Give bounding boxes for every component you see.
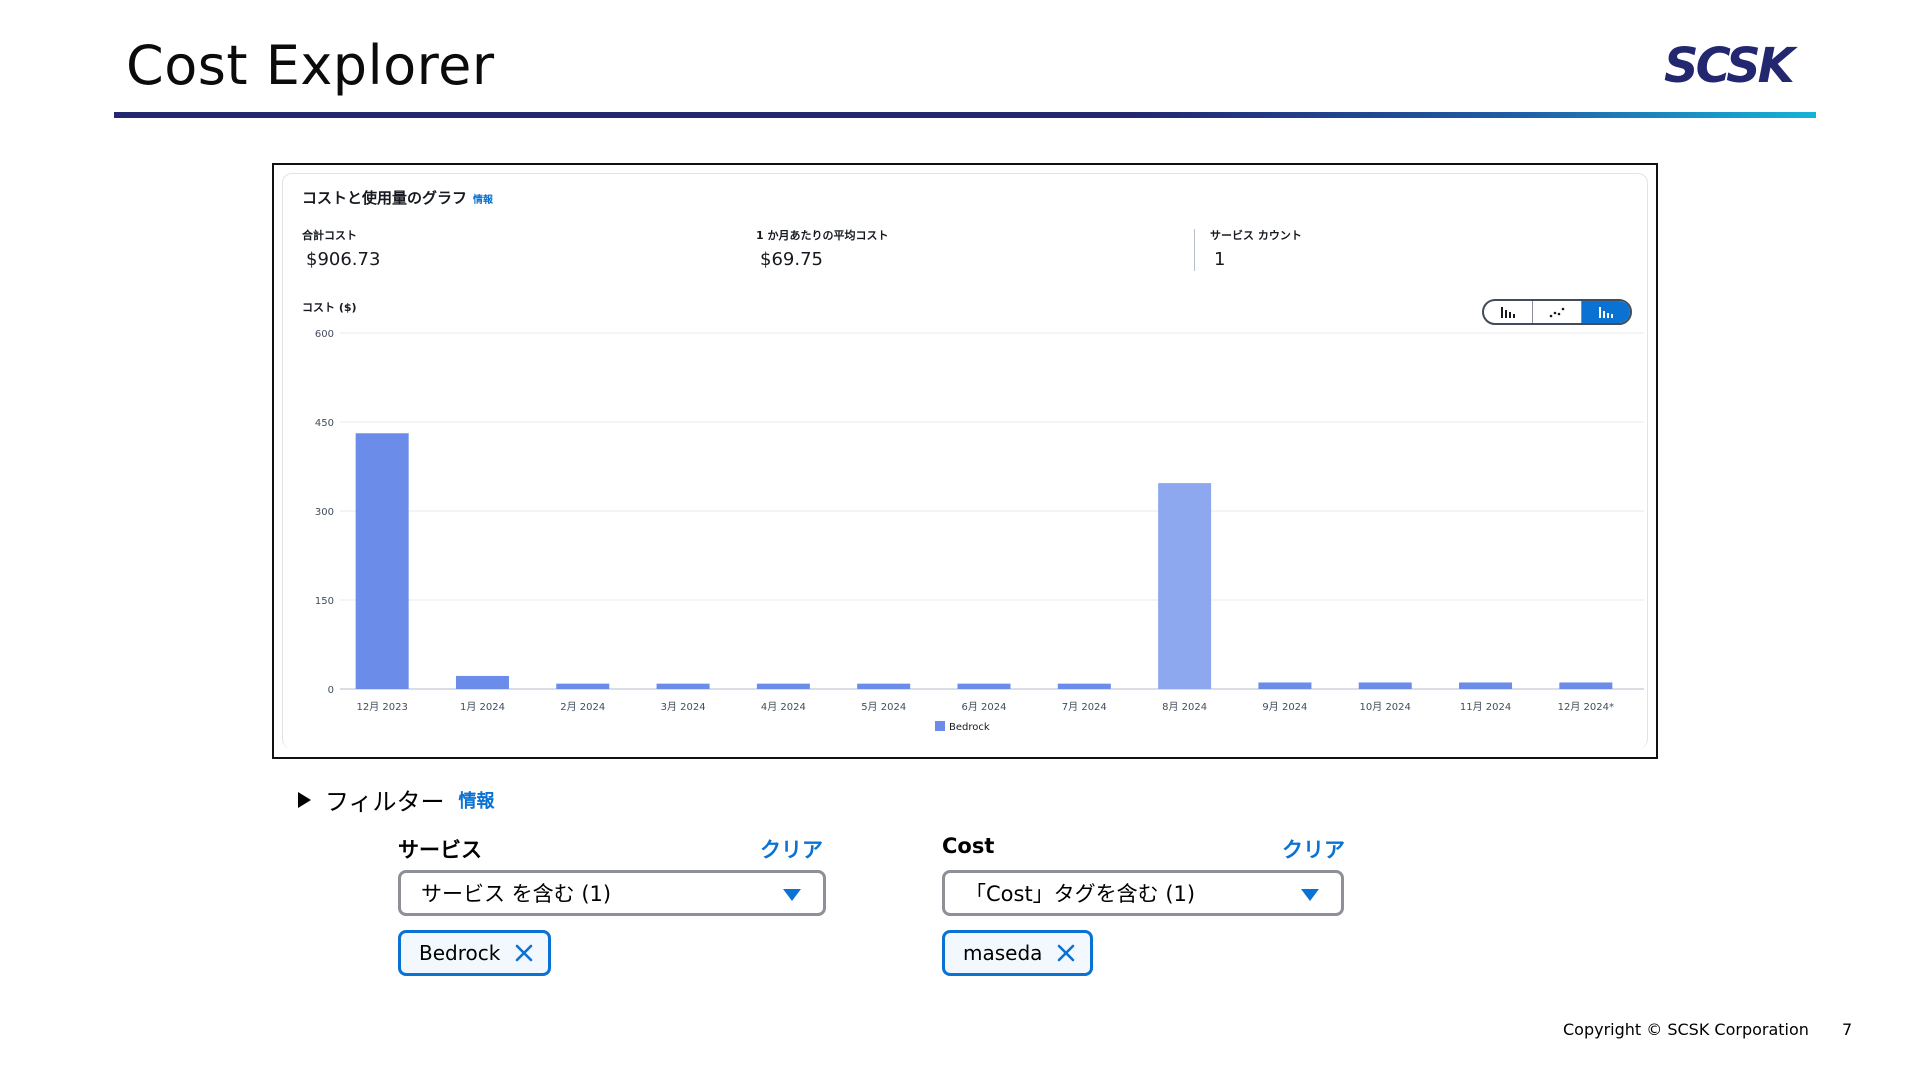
bar [1057, 683, 1111, 689]
bar [656, 683, 710, 689]
svg-text:SCSK: SCSK [1664, 38, 1799, 92]
filter-label-cost-tag: Cost [942, 834, 995, 858]
panel-frame [282, 173, 1648, 749]
cost-usage-panel: コストと使用量のグラフ 情報 合計コスト $906.73 1 か月あたりの平均コス… [272, 163, 1658, 759]
metric-label: 1 か月あたりの平均コスト [756, 229, 889, 242]
line-chart-icon[interactable] [1533, 301, 1582, 323]
metric-value: $69.75 [760, 249, 823, 270]
token-label: maseda [963, 941, 1043, 965]
x-tick-label: 9月 2024 [1262, 701, 1307, 713]
filter-label-service: サービス [398, 838, 482, 862]
service-filter-select[interactable]: サービス を含む (1) [398, 870, 826, 916]
panel-title-text: コストと使用量のグラフ [302, 189, 468, 207]
metric-total-cost: 合計コスト $906.73 [302, 227, 380, 270]
y-tick-label: 0 [328, 685, 334, 696]
chart-type-toggle [1482, 299, 1632, 325]
bar [556, 683, 610, 689]
clear-service-link[interactable]: クリア [760, 838, 823, 862]
token-label: Bedrock [419, 941, 501, 965]
y-tick-label: 450 [315, 418, 334, 429]
x-tick-label: 7月 2024 [1062, 701, 1107, 713]
x-tick-label: 5月 2024 [861, 701, 906, 713]
scsk-logo: SCSK [1664, 38, 1802, 92]
close-icon[interactable] [514, 943, 534, 963]
x-tick-label: 8月 2024 [1162, 701, 1207, 713]
bar [355, 433, 409, 689]
x-tick-label: 3月 2024 [661, 701, 706, 713]
bar [1559, 682, 1613, 689]
metric-label: サービス カウント [1210, 229, 1302, 242]
y-tick-label: 300 [315, 507, 334, 518]
caret-down-icon [783, 889, 801, 901]
filter-heading: フィルター [325, 788, 445, 816]
title-underline [114, 112, 1816, 118]
panel-info-link[interactable]: 情報 [473, 195, 494, 206]
bar [1358, 682, 1412, 689]
x-tick-label: 6月 2024 [962, 701, 1007, 713]
filter-section-toggle[interactable]: フィルター 情報 [298, 782, 495, 817]
metric-divider [1194, 229, 1195, 271]
y-tick-label: 600 [315, 329, 334, 340]
x-tick-label: 2月 2024 [560, 701, 605, 713]
cost-tag-filter-select[interactable]: 「Cost」タグを含む (1) [942, 870, 1344, 916]
bar [1459, 682, 1513, 689]
metric-value: 1 [1214, 249, 1226, 270]
bar-chart-icon[interactable] [1484, 301, 1533, 323]
x-tick-label: 12月 2024* [1558, 701, 1614, 713]
y-axis-title: コスト ($) [302, 301, 357, 314]
metric-value: $906.73 [306, 249, 381, 270]
x-tick-label: 11月 2024 [1460, 701, 1511, 713]
y-tick-label: 150 [315, 596, 334, 607]
metric-service-count: サービス カウント 1 [1210, 227, 1302, 270]
legend-label: Bedrock [949, 722, 990, 733]
cost-tag-token: maseda [942, 930, 1094, 976]
filter-info-link[interactable]: 情報 [458, 790, 495, 812]
metric-label: 合計コスト [302, 229, 357, 242]
stacked-bar-chart-icon[interactable] [1582, 301, 1630, 323]
panel-title: コストと使用量のグラフ 情報 [302, 187, 493, 208]
page-number: 7 [1842, 1020, 1853, 1039]
slide-title: Cost Explorer [126, 34, 495, 97]
service-token: Bedrock [398, 930, 552, 976]
expand-triangle-icon [298, 791, 311, 808]
service-select-value: サービス を含む (1) [421, 882, 612, 906]
x-tick-label: 12月 2023 [356, 701, 407, 713]
x-tick-label: 10月 2024 [1360, 701, 1411, 713]
close-icon[interactable] [1056, 943, 1076, 963]
cost-bar-chart: 0 150 300 450 600 12月 2023 1月 2024 2月 2024 3月 20… [315, 329, 1644, 733]
cost-tag-select-value: 「Cost」タグを含む (1) [965, 882, 1196, 906]
legend-swatch [935, 721, 945, 731]
x-tick-label: 4月 2024 [761, 701, 806, 713]
metric-avg-monthly-cost: 1 か月あたりの平均コスト $69.75 [756, 227, 888, 270]
bar [857, 683, 911, 689]
clear-cost-tag-link[interactable]: クリア [1282, 838, 1345, 862]
bar [756, 683, 810, 689]
bar [957, 683, 1011, 689]
bar [455, 675, 509, 689]
caret-down-icon [1301, 889, 1319, 901]
copyright-text: Copyright © SCSK Corporation [1563, 1020, 1809, 1039]
bar [1158, 483, 1212, 689]
bar [1258, 682, 1312, 689]
x-tick-label: 1月 2024 [460, 701, 505, 713]
